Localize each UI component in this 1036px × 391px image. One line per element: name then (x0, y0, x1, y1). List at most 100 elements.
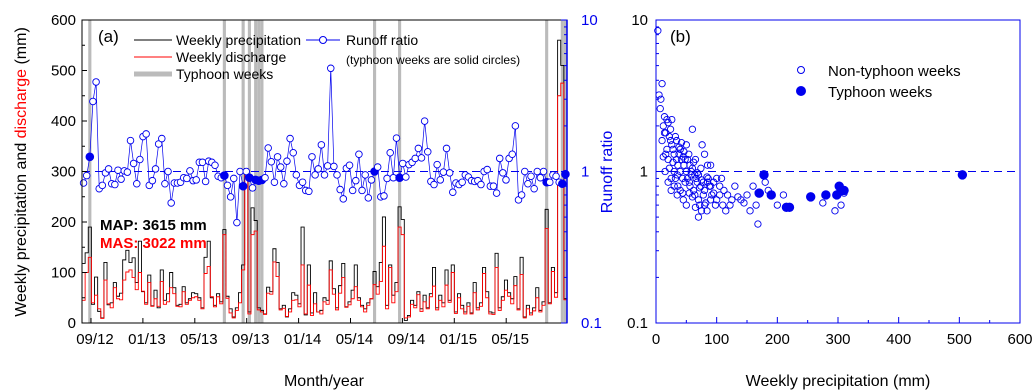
scatter-point-non-typhoon (674, 161, 682, 169)
runoff-point (286, 134, 294, 143)
x-tick-label: 05/14 (336, 331, 374, 348)
scatter-point-non-typhoon (691, 203, 700, 211)
runoff-point (380, 192, 388, 200)
runoff-point (264, 144, 272, 152)
scatter-point-non-typhoon (749, 182, 757, 190)
runoff-point (305, 187, 313, 196)
scatter-point-non-typhoon (716, 191, 724, 199)
runoff-point (230, 174, 238, 183)
legend-non-typhoon-marker (797, 66, 805, 74)
runoff-layer (79, 64, 570, 227)
runoff-point (233, 218, 241, 227)
runoff-point (333, 171, 341, 179)
scatter-point-non-typhoon (681, 155, 689, 164)
scatter-point-non-typhoon (698, 141, 706, 149)
y-left-tick-label: 400 (51, 113, 76, 130)
runoff-point (164, 167, 172, 176)
scatter-point-non-typhoon (673, 171, 681, 179)
runoff-point (508, 150, 516, 158)
runoff-point (361, 171, 369, 179)
scatter-point-non-typhoon (663, 145, 671, 154)
legend-precip-label: Weekly precipitation (176, 32, 301, 48)
scatter-point-non-typhoon (680, 148, 688, 156)
ylabel-left-part3: (mm) (13, 27, 30, 69)
scatter-point-non-typhoon (686, 182, 694, 190)
scatter-point-non-typhoon (761, 178, 769, 186)
runoff-point (79, 179, 88, 187)
scatter-point-non-typhoon (723, 191, 732, 199)
runoff-point (136, 155, 144, 164)
runoff-point (323, 162, 332, 170)
bars-layer (81, 39, 567, 321)
runoff-point (411, 154, 419, 163)
runoff-point (186, 167, 194, 175)
scatter-point-non-typhoon (697, 176, 706, 184)
scatter-point-non-typhoon (665, 164, 673, 172)
scatter-point-non-typhoon (694, 196, 703, 204)
runoff-point (424, 148, 432, 156)
map-annotation: MAP: 3615 mm (100, 217, 207, 234)
scatter-point-non-typhoon (694, 213, 703, 221)
ylabel-left-part2: discharge (13, 69, 30, 138)
b-x-tick-label: 400 (886, 331, 911, 348)
scatter-point-non-typhoon (664, 178, 672, 186)
scatter-point-non-typhoon (773, 201, 781, 209)
ylabel-left-part1: Weekly precipitation and (13, 138, 30, 316)
runoff-point (358, 186, 366, 195)
panel-a-ylabel-right: Runoff ratio (599, 131, 616, 214)
runoff-point (536, 173, 545, 182)
runoff-point (248, 184, 257, 192)
runoff-point (527, 172, 535, 181)
scatter-point-non-typhoon (674, 182, 682, 190)
runoff-point-typhoon (558, 179, 567, 189)
runoff-point (104, 165, 113, 173)
scatter-point-non-typhoon (709, 189, 718, 197)
scatter-point-non-typhoon (711, 201, 720, 209)
runoff-point (517, 191, 526, 199)
runoff-point (223, 181, 232, 190)
scatter-point-non-typhoon (660, 129, 669, 137)
x-tick-label: 09/12 (76, 331, 114, 348)
scatter-point-non-typhoon (682, 141, 690, 149)
b-x-tick-label: 200 (765, 331, 790, 348)
scatter-point-non-typhoon (719, 201, 727, 209)
runoff-point (280, 180, 288, 188)
scatter-point-non-typhoon (658, 80, 666, 88)
mas-annotation: MAS: 3022 mm (100, 235, 207, 252)
runoff-point (521, 167, 529, 176)
runoff-point (320, 171, 329, 179)
runoff-point (442, 144, 451, 153)
scatter-point-non-typhoon (668, 115, 676, 124)
legend-typhoon-weeks-label: Typhoon weeks (828, 84, 932, 101)
runoff-point (308, 153, 316, 161)
runoff-point (289, 148, 297, 157)
scatter-point-non-typhoon (685, 178, 694, 186)
panel-a-xlabel: Month/year (284, 373, 365, 390)
scatter-point-non-typhoon (700, 201, 709, 209)
legend-runoff-marker (319, 36, 327, 44)
y-left-tick-label: 300 (51, 164, 76, 181)
runoff-point (477, 180, 485, 189)
runoff-point (92, 78, 100, 86)
x-tick-label: 01/14 (284, 331, 322, 348)
runoff-point-typhoon (85, 152, 95, 162)
scatter-point-non-typhoon (672, 136, 681, 145)
runoff-point (398, 159, 407, 168)
scatter-point-non-typhoon (699, 178, 707, 186)
runoff-point (417, 154, 426, 162)
scatter-point-non-typhoon (722, 207, 730, 215)
runoff-point (499, 169, 507, 177)
scatter-point-non-typhoon (726, 201, 734, 209)
runoff-point (336, 185, 344, 194)
runoff-point (117, 175, 125, 183)
scatter-point-typhoon (784, 202, 795, 213)
scatter-point-non-typhoon (743, 191, 751, 199)
runoff-point (158, 134, 166, 143)
runoff-point (261, 173, 269, 182)
scatter-point-non-typhoon (708, 191, 716, 199)
typhoon-band (260, 20, 264, 323)
scatter-point-non-typhoon (706, 161, 715, 169)
runoff-point (533, 167, 542, 176)
runoff-point (201, 177, 210, 186)
y-left-tick-label: 600 (51, 12, 76, 29)
